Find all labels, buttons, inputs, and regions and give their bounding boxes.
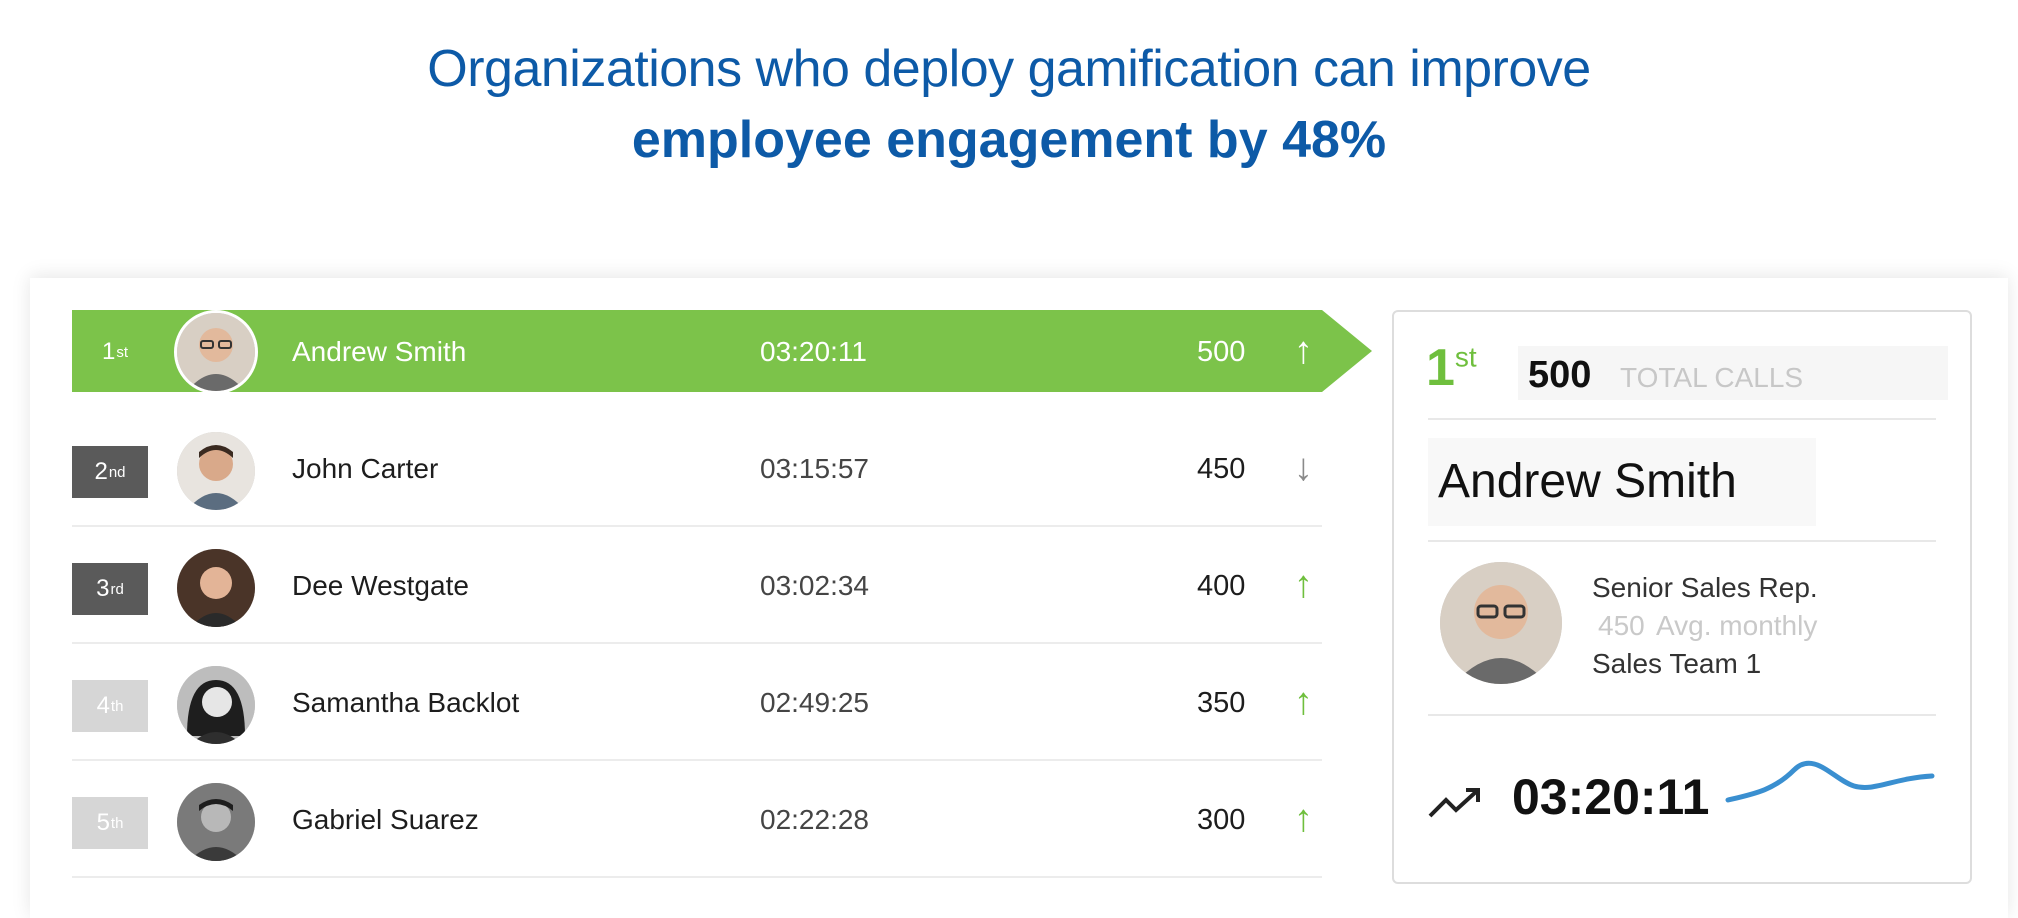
player-name: John Carter bbox=[292, 453, 439, 484]
detail-player-name: Andrew Smith bbox=[1438, 455, 1737, 508]
player-name: Andrew Smith bbox=[292, 336, 467, 367]
player-time: 02:49:25 bbox=[760, 687, 869, 718]
player-detail-panel: 1st 500 TOTAL CALLS Andrew Smith Senior … bbox=[1392, 310, 1972, 884]
detail-avg-value: 450 bbox=[1598, 610, 1645, 641]
player-score: 450 bbox=[1197, 453, 1246, 485]
rank-suffix: st bbox=[116, 343, 129, 361]
arrow-down-icon: ↓ bbox=[1294, 447, 1313, 489]
headline-line2: employee engagement by 48% bbox=[631, 111, 1387, 169]
detail-job-title: Senior Sales Rep. bbox=[1592, 572, 1818, 603]
player-score: 500 bbox=[1197, 336, 1246, 368]
detail-rank-suffix: st bbox=[1454, 341, 1477, 373]
detail-avatar bbox=[1440, 562, 1562, 684]
arrow-up-icon: ↑ bbox=[1294, 564, 1313, 606]
detail-team: Sales Team 1 bbox=[1592, 648, 1762, 679]
rank-suffix: th bbox=[110, 697, 124, 715]
avatar bbox=[174, 546, 258, 630]
player-time: 02:22:28 bbox=[760, 804, 869, 835]
divider bbox=[1428, 540, 1936, 542]
player-name: Samantha Backlot bbox=[292, 687, 520, 718]
rank-number: 2 bbox=[94, 458, 108, 485]
rank-number: 3 bbox=[96, 575, 110, 602]
player-name: Dee Westgate bbox=[292, 570, 469, 601]
total-calls-label: TOTAL CALLS bbox=[1620, 362, 1804, 393]
player-score: 400 bbox=[1197, 570, 1246, 602]
player-score: 300 bbox=[1197, 804, 1246, 836]
player-time: 03:20:11 bbox=[760, 336, 867, 367]
sparkline bbox=[1725, 760, 1935, 803]
avatar bbox=[174, 663, 258, 747]
detail-rank-number: 1 bbox=[1426, 339, 1455, 397]
player-time: 03:15:57 bbox=[760, 453, 869, 484]
divider bbox=[1428, 714, 1936, 716]
avatar bbox=[174, 780, 258, 864]
arrow-up-icon: ↑ bbox=[1294, 330, 1313, 372]
rank-suffix: nd bbox=[108, 463, 126, 481]
divider bbox=[1428, 418, 1936, 420]
detail-time: 03:20:11 bbox=[1512, 769, 1710, 825]
rank-number: 4 bbox=[96, 692, 110, 719]
player-name: Gabriel Suarez bbox=[292, 804, 479, 835]
rank-number: 5 bbox=[96, 809, 110, 836]
avatar bbox=[174, 310, 258, 392]
rank-number: 1 bbox=[101, 338, 116, 365]
trending-up-icon bbox=[1428, 788, 1480, 818]
headline-line1: Organizations who deploy gamification ca… bbox=[427, 40, 1591, 98]
detail-avg-label: Avg. monthly bbox=[1656, 610, 1818, 641]
arrow-up-icon: ↑ bbox=[1294, 798, 1313, 840]
player-time: 03:02:34 bbox=[760, 570, 869, 601]
player-score: 350 bbox=[1197, 687, 1246, 719]
rank-suffix: rd bbox=[110, 580, 124, 598]
avatar bbox=[174, 429, 258, 513]
rank-suffix: th bbox=[110, 814, 124, 832]
headline: Organizations who deploy gamification ca… bbox=[0, 34, 2018, 176]
total-calls-value: 500 bbox=[1528, 354, 1592, 396]
name-box bbox=[1428, 438, 1816, 526]
detail-rank: 1st bbox=[1426, 338, 1477, 398]
calls-box bbox=[1518, 346, 1948, 400]
arrow-up-icon: ↑ bbox=[1294, 681, 1313, 723]
